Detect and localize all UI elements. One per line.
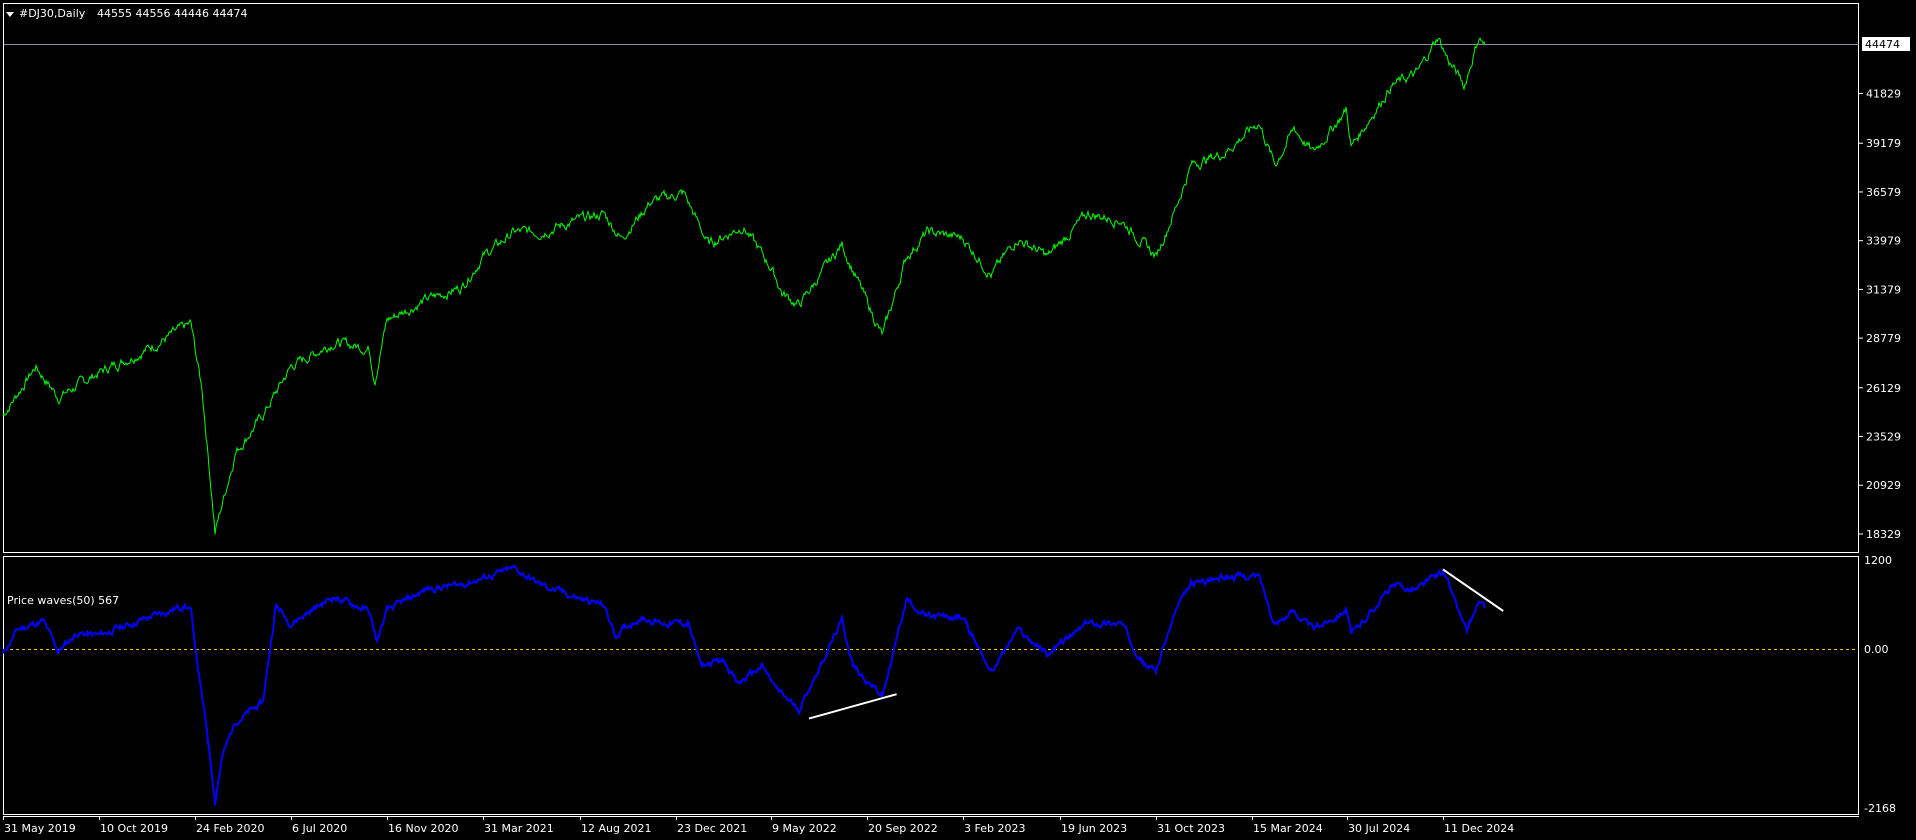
price-axis-label: 36579 xyxy=(1866,186,1901,199)
trendline-2[interactable] xyxy=(1442,568,1504,612)
ohlc-values: 44555 44556 44446 44474 xyxy=(97,7,247,20)
current-price-label: 44474 xyxy=(1865,38,1900,51)
price-axis-label: 23529 xyxy=(1866,431,1901,444)
price-axis-label: 41829 xyxy=(1866,88,1901,101)
time-axis[interactable]: 31 May 2019 10 Oct 2019 24 Feb 2020 6 Jul 2… xyxy=(3,816,1515,835)
price-axis-label: 18329 xyxy=(1866,528,1901,541)
time-axis-label: 10 Oct 2019 xyxy=(100,822,168,835)
price-axis-label: 31379 xyxy=(1866,283,1901,296)
indicator-line xyxy=(2,563,1486,806)
price-axis-label: 26129 xyxy=(1866,382,1901,395)
time-axis-label: 15 Mar 2024 xyxy=(1253,822,1323,835)
time-axis-label: 11 Dec 2024 xyxy=(1444,822,1514,835)
indicator-series-group xyxy=(2,563,1504,806)
time-axis-label: 31 Oct 2023 xyxy=(1157,822,1225,835)
time-axis-label: 6 Jul 2020 xyxy=(292,822,347,835)
trendline-1[interactable] xyxy=(808,693,897,720)
time-axis-label: 23 Dec 2021 xyxy=(677,822,747,835)
price-series-group xyxy=(2,36,1486,535)
time-axis-label: 9 May 2022 xyxy=(772,822,837,835)
indicator-panel-frame xyxy=(3,556,1859,815)
time-axis-label: 12 Aug 2021 xyxy=(581,822,651,835)
time-axis-label: 31 May 2019 xyxy=(4,822,76,835)
time-axis-label: 16 Nov 2020 xyxy=(388,822,458,835)
price-axis-label: 39179 xyxy=(1866,137,1901,150)
symbol-timeframe: #DJ30,Daily xyxy=(19,7,86,20)
price-line xyxy=(2,36,1486,535)
time-axis-label: 20 Sep 2022 xyxy=(868,822,938,835)
price-axis-label: 33979 xyxy=(1866,235,1901,248)
price-axis-label: 28779 xyxy=(1866,332,1901,345)
triangle-down-icon[interactable] xyxy=(6,12,14,17)
indicator-label: Price waves(50) 567 xyxy=(7,594,119,607)
time-axis-label: 30 Jul 2024 xyxy=(1348,822,1410,835)
time-axis-label: 3 Feb 2023 xyxy=(964,822,1025,835)
time-axis-label: 31 Mar 2021 xyxy=(484,822,554,835)
time-axis-label: 19 Jun 2023 xyxy=(1061,822,1127,835)
current-price-box xyxy=(1862,37,1910,51)
indicator-axis-label: -2168 xyxy=(1864,802,1896,815)
time-axis-label: 24 Feb 2020 xyxy=(196,822,264,835)
price-axis: 41829 39179 36579 33979 31379 28779 26129 23529… xyxy=(1859,88,1901,541)
indicator-axis-label: 1200 xyxy=(1864,554,1892,567)
price-axis-label: 20929 xyxy=(1866,479,1901,492)
main-chart-frame xyxy=(3,3,1859,553)
indicator-axis: 1200 0.00 -2168 xyxy=(1864,554,1896,815)
indicator-axis-label: 0.00 xyxy=(1864,643,1889,656)
